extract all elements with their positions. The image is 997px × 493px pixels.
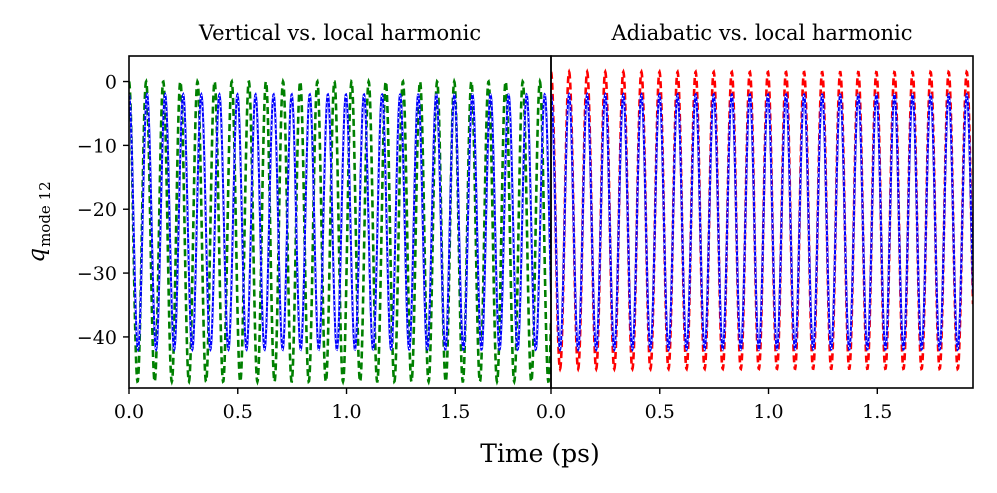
left-x-tick-label-3: 1.5 <box>440 401 470 423</box>
left-x-tick-label-0: 0.0 <box>114 401 144 423</box>
left-x-tick-label-1: 0.5 <box>223 401 253 423</box>
right-series-0-line <box>551 68 973 373</box>
right-x-tick-label-2: 1.0 <box>753 401 783 423</box>
right-x-tick-label-0: 0.0 <box>536 401 566 423</box>
left-y-tick-label-1: −10 <box>77 135 117 157</box>
x-axis-label: Time (ps) <box>480 439 599 468</box>
left-panel-series <box>129 77 551 386</box>
right-plot-frame <box>550 55 974 389</box>
y-axis-label: qmode 12 <box>24 181 54 262</box>
axis-ticks: 0.0 0.5 1.0 1.5 0 −10 −20 −30 −40 0.0 0.5 1.0 1.5 <box>77 72 893 423</box>
y-axis-label-main: q <box>24 248 50 263</box>
right-series-1-line <box>551 91 973 353</box>
left-y-tick-label-3: −30 <box>77 263 117 285</box>
left-series-1-line <box>129 91 551 353</box>
left-y-tick-label-2: −20 <box>77 199 117 221</box>
right-panel-series <box>551 68 973 373</box>
right-x-tick-label-3: 1.5 <box>862 401 892 423</box>
left-x-tick-label-2: 1.0 <box>331 401 361 423</box>
right-panel-title: Adiabatic vs. local harmonic <box>610 21 912 45</box>
left-panel-title: Vertical vs. local harmonic <box>198 21 481 45</box>
left-y-tick-label-4: −40 <box>77 327 117 349</box>
right-x-tick-label-1: 0.5 <box>645 401 675 423</box>
left-y-tick-label-0: 0 <box>105 72 117 94</box>
y-axis-label-subscript: mode 12 <box>36 181 54 247</box>
